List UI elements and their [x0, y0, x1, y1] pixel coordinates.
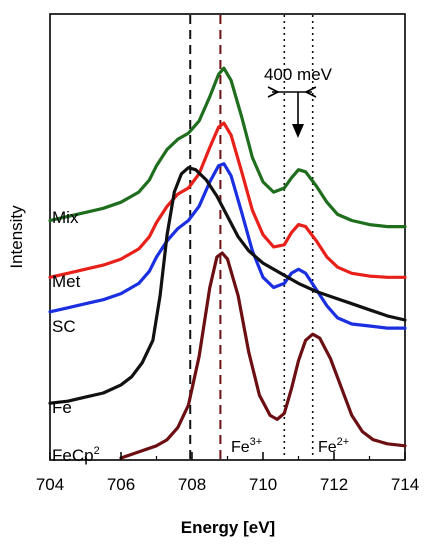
- down-arrowhead: [292, 124, 304, 138]
- fe3-sup: 3+: [250, 436, 263, 448]
- separation-label: 400 meV: [264, 65, 333, 84]
- x-tick-label-3: 708: [178, 475, 206, 494]
- y-axis-label: Intensity: [7, 205, 26, 269]
- x-axis-label: Energy [eV]: [181, 518, 275, 537]
- series-label-4: Fe: [52, 398, 72, 417]
- series-label-sup-5: 2: [94, 445, 100, 457]
- series-label-text-1: Mix: [52, 208, 79, 227]
- series-label-2: Met: [52, 272, 81, 291]
- series-label-text-4: Fe: [52, 398, 72, 417]
- fe2-base: Fe: [318, 439, 337, 456]
- x-tick-label-5: 712: [320, 475, 348, 494]
- series-label-text-2: Met: [52, 272, 81, 291]
- x-axis-ticks: 704 706 708 710 712 714: [36, 452, 419, 494]
- x-tick-label-6: 714: [391, 475, 419, 494]
- x-tick-label-4: 710: [249, 475, 277, 494]
- series-line-5: [119, 251, 407, 460]
- x-tick-label-1: 704: [36, 475, 64, 494]
- series-label-1: Mix: [52, 208, 79, 227]
- series-label-5: FeCp2: [52, 445, 100, 465]
- fe3-label: Fe3+: [231, 436, 262, 456]
- separation-left-arrowhead: [267, 86, 280, 98]
- series-line-3: [48, 162, 407, 330]
- separation-annotation: 400 meV: [264, 65, 333, 138]
- x-tick-label-2: 706: [107, 475, 135, 494]
- separation-right-arrowhead: [304, 86, 317, 98]
- series-line-4: [48, 166, 407, 405]
- fe3-base: Fe: [231, 439, 250, 456]
- series-line-1: [48, 66, 407, 229]
- series-line-2: [48, 121, 407, 279]
- series-group: [48, 66, 407, 460]
- fe2-label: Fe2+: [318, 436, 349, 456]
- series-label-3: SC: [52, 317, 76, 336]
- fe2-sup: 2+: [337, 436, 350, 448]
- series-label-text-5: FeCp: [52, 446, 94, 465]
- series-labels: Mix Met SC Fe FeCp2: [52, 208, 100, 465]
- series-label-text-3: SC: [52, 317, 76, 336]
